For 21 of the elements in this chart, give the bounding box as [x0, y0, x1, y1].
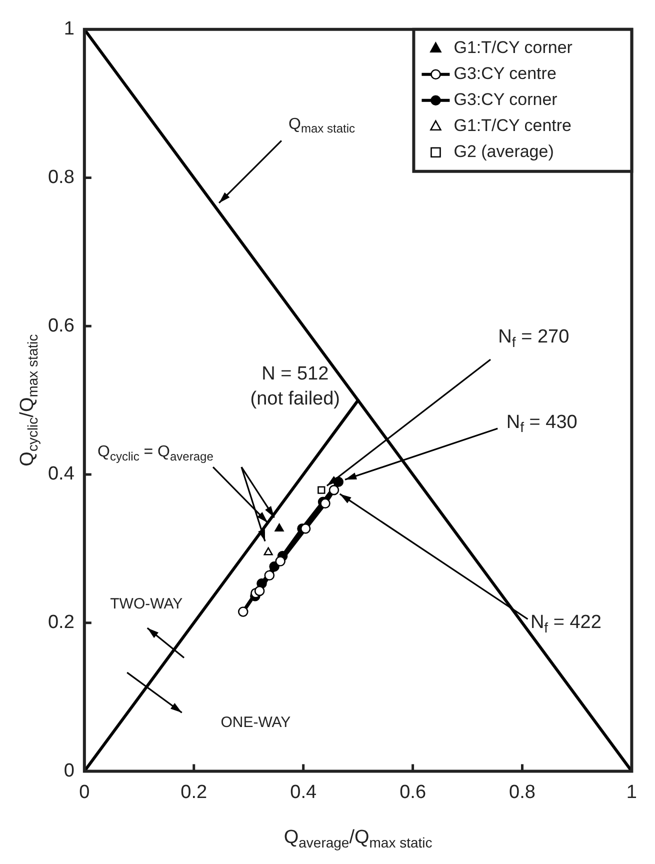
- x-tick-label: 0.8: [509, 782, 536, 803]
- y-tick-label: 0.4: [48, 464, 75, 485]
- x-tick-label: 0.6: [400, 782, 426, 803]
- x-tick-label: 0: [79, 782, 90, 803]
- legend-label: G3:CY corner: [454, 90, 558, 110]
- annotation: ONE-WAY: [220, 714, 291, 732]
- y-axis-title: Qcyclic/Qmax static: [17, 334, 41, 466]
- legend-label: G1:T/CY corner: [454, 38, 573, 58]
- x-tick-label: 1: [626, 782, 638, 803]
- y-tick-label: 1: [64, 18, 74, 40]
- legend-label: G3:CY centre: [454, 64, 556, 84]
- y-tick-label: 0.6: [48, 315, 74, 336]
- y-tick-label: 0.2: [48, 612, 74, 634]
- y-tick-label: 0: [64, 760, 74, 782]
- x-tick-label: 0.4: [290, 782, 317, 803]
- annotation: N = 512 (not failed): [250, 364, 340, 410]
- legend-label: G2 (average): [454, 142, 554, 162]
- y-tick-label: 0.8: [48, 166, 74, 188]
- annotation: TWO-WAY: [110, 595, 183, 612]
- x-tick-label: 0.2: [180, 782, 208, 803]
- legend-label: G1:T/CY centre: [454, 116, 572, 136]
